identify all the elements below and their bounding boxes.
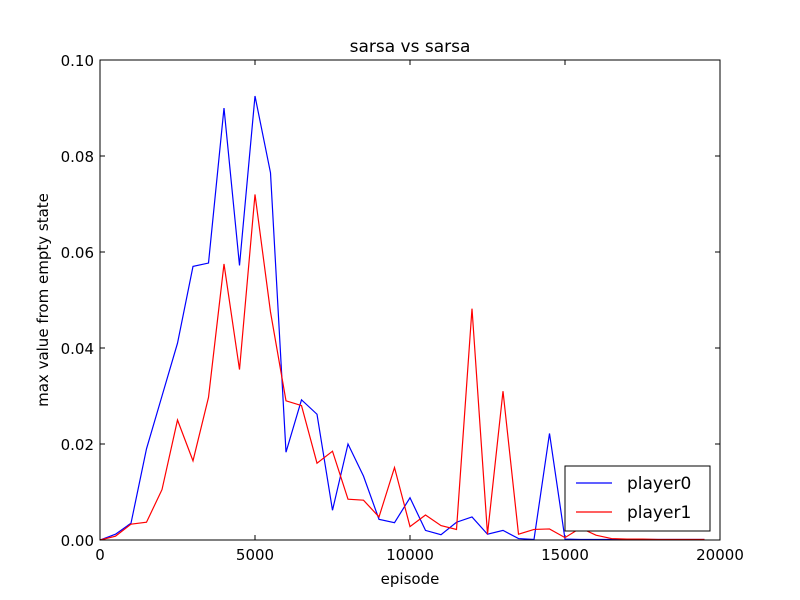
y-tick-label: 0.08 bbox=[61, 148, 94, 166]
y-tick-labels: 0.00 0.02 0.04 0.06 0.08 0.10 bbox=[61, 52, 94, 550]
y-tick-label: 0.10 bbox=[61, 52, 94, 70]
legend-label-player0: player0 bbox=[627, 474, 691, 494]
x-axis-label: episode bbox=[381, 570, 440, 588]
x-tick-label: 20000 bbox=[696, 546, 744, 564]
x-tick-labels: 0 5000 10000 15000 20000 bbox=[95, 546, 744, 564]
y-axis-label: max value from empty state bbox=[34, 193, 52, 407]
chart-title: sarsa vs sarsa bbox=[350, 37, 471, 57]
legend-label-player1: player1 bbox=[627, 503, 691, 523]
x-tick-label: 0 bbox=[95, 546, 105, 564]
legend-box bbox=[564, 465, 711, 532]
x-tick-label: 10000 bbox=[386, 546, 434, 564]
y-tick-label: 0.06 bbox=[61, 244, 94, 262]
plot-frame bbox=[99, 59, 721, 541]
y-tick-label: 0.02 bbox=[61, 436, 94, 454]
x-tick-label: 5000 bbox=[236, 546, 274, 564]
x-tick-label: 15000 bbox=[541, 546, 589, 564]
series-line-player1 bbox=[99, 194, 705, 541]
y-tick-label: 0.04 bbox=[61, 340, 94, 358]
y-tick-label: 0.00 bbox=[61, 532, 94, 550]
legend: player0 player1 bbox=[564, 465, 711, 532]
